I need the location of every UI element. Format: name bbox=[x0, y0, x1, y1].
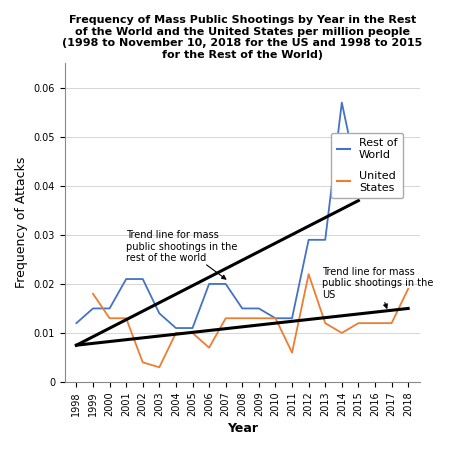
Title: Frequency of Mass Public Shootings by Year in the Rest
of the World and the Unit: Frequency of Mass Public Shootings by Ye… bbox=[62, 15, 423, 60]
Y-axis label: Frequency of Attacks: Frequency of Attacks bbox=[15, 157, 28, 288]
Text: Trend line for mass
public shootings in the
rest of the world: Trend line for mass public shootings in … bbox=[126, 230, 238, 279]
X-axis label: Year: Year bbox=[227, 422, 258, 435]
Legend: Rest of
World, United
States: Rest of World, United States bbox=[331, 133, 403, 198]
Text: Trend line for mass
public shootings in the
US: Trend line for mass public shootings in … bbox=[322, 267, 433, 308]
